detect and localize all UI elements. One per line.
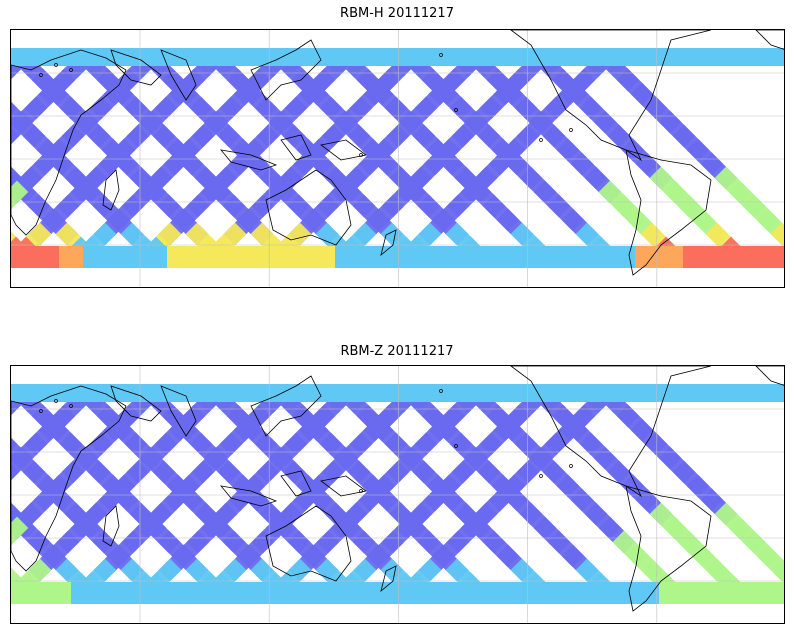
satellite-swaths xyxy=(11,48,784,268)
map-canvas-rbm-z xyxy=(11,366,784,623)
map-canvas-rbm-h xyxy=(11,30,784,287)
graticule xyxy=(11,30,784,287)
coastlines xyxy=(11,366,784,612)
panel-title-rbm-z: RBM-Z 20111217 xyxy=(340,344,454,359)
coastlines xyxy=(11,30,784,276)
panel-title-rbm-h: RBM-H 20111217 xyxy=(340,6,454,21)
map-panel-rbm-z xyxy=(10,365,785,624)
map-panel-rbm-h xyxy=(10,29,785,288)
satellite-swaths xyxy=(11,384,784,604)
